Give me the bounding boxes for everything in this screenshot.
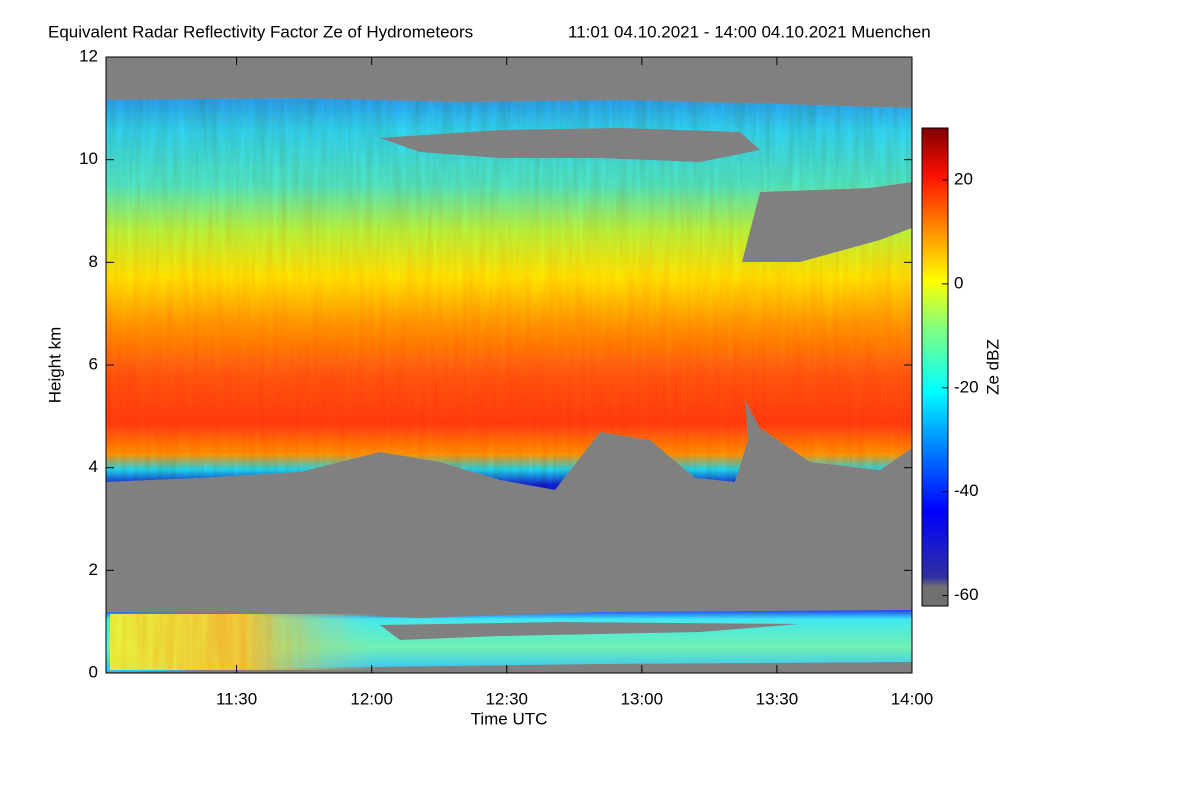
colorbar-label: Ze dBZ xyxy=(983,339,1002,395)
y-tick-label: 10 xyxy=(79,149,98,168)
y-tick-label: 0 xyxy=(89,662,98,681)
x-tick-label: 11:30 xyxy=(216,689,257,708)
radar-field xyxy=(106,57,912,673)
y-tick-label: 12 xyxy=(79,46,98,65)
x-tick-label: 14:00 xyxy=(891,689,934,708)
chart-subtitle: 11:01 04.10.2021 - 14:00 04.10.2021 Muen… xyxy=(568,22,931,41)
y-tick-label: 4 xyxy=(89,457,98,476)
colorbar-tick-label: 0 xyxy=(954,273,963,292)
colorbar-tick-label: -40 xyxy=(954,481,979,500)
colorbar-tick-label: -20 xyxy=(954,377,979,396)
x-tick-label: 13:00 xyxy=(621,689,664,708)
chart-title: Equivalent Radar Reflectivity Factor Ze … xyxy=(48,22,473,41)
x-tick-label: 12:30 xyxy=(485,689,528,708)
x-axis-label: Time UTC xyxy=(471,709,548,728)
colorbar-tick-label: 20 xyxy=(954,169,973,188)
x-tick-label: 13:30 xyxy=(756,689,799,708)
colorbar xyxy=(921,127,949,607)
y-axis-label: Height km xyxy=(45,327,64,404)
colorbar-tick-label: -60 xyxy=(954,585,979,604)
y-tick-label: 2 xyxy=(89,560,98,579)
y-tick-label: 8 xyxy=(89,252,98,271)
x-tick-label: 12:00 xyxy=(350,689,393,708)
y-tick-label: 6 xyxy=(89,354,98,373)
